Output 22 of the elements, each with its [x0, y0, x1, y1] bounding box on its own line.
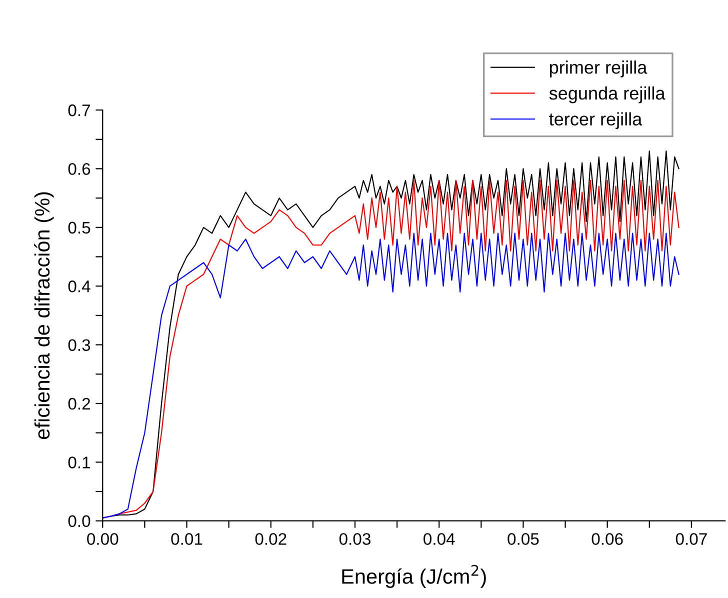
- x-tick-label: 0.04: [424, 533, 455, 545]
- line-series: [102, 232, 680, 518]
- legend-label: tercer rejilla: [549, 112, 642, 130]
- y-tick-label: 0.5: [68, 222, 90, 234]
- y-axis-title: eficiencia de difracción (%): [34, 192, 54, 440]
- x-axis-title: Energía (J/cm$^{2}$): [342, 564, 486, 588]
- legend-label: segunda rejilla: [549, 86, 666, 104]
- x-tick-label: 0.01: [171, 533, 202, 545]
- y-tick-label: 0.7: [68, 104, 90, 116]
- x-tick-label: 0.07: [676, 533, 707, 545]
- x-tick-label: 0.00: [87, 533, 118, 545]
- x-tick-label: 0.02: [255, 533, 286, 545]
- y-tick-label: 0.6: [68, 163, 90, 175]
- x-tick-label: 0.03: [339, 533, 370, 545]
- legend-label: primer rejilla: [550, 60, 648, 78]
- y-tick-label: 0.2: [68, 398, 90, 410]
- y-tick-label: 0.3: [68, 339, 90, 351]
- y-tick-label: 0.1: [68, 456, 90, 468]
- y-tick-label: 0.0: [68, 515, 90, 528]
- y-tick-label: 0.4: [68, 280, 90, 292]
- x-tick-label: 0.06: [592, 533, 623, 545]
- x-tick-label: 0.05: [508, 533, 539, 545]
